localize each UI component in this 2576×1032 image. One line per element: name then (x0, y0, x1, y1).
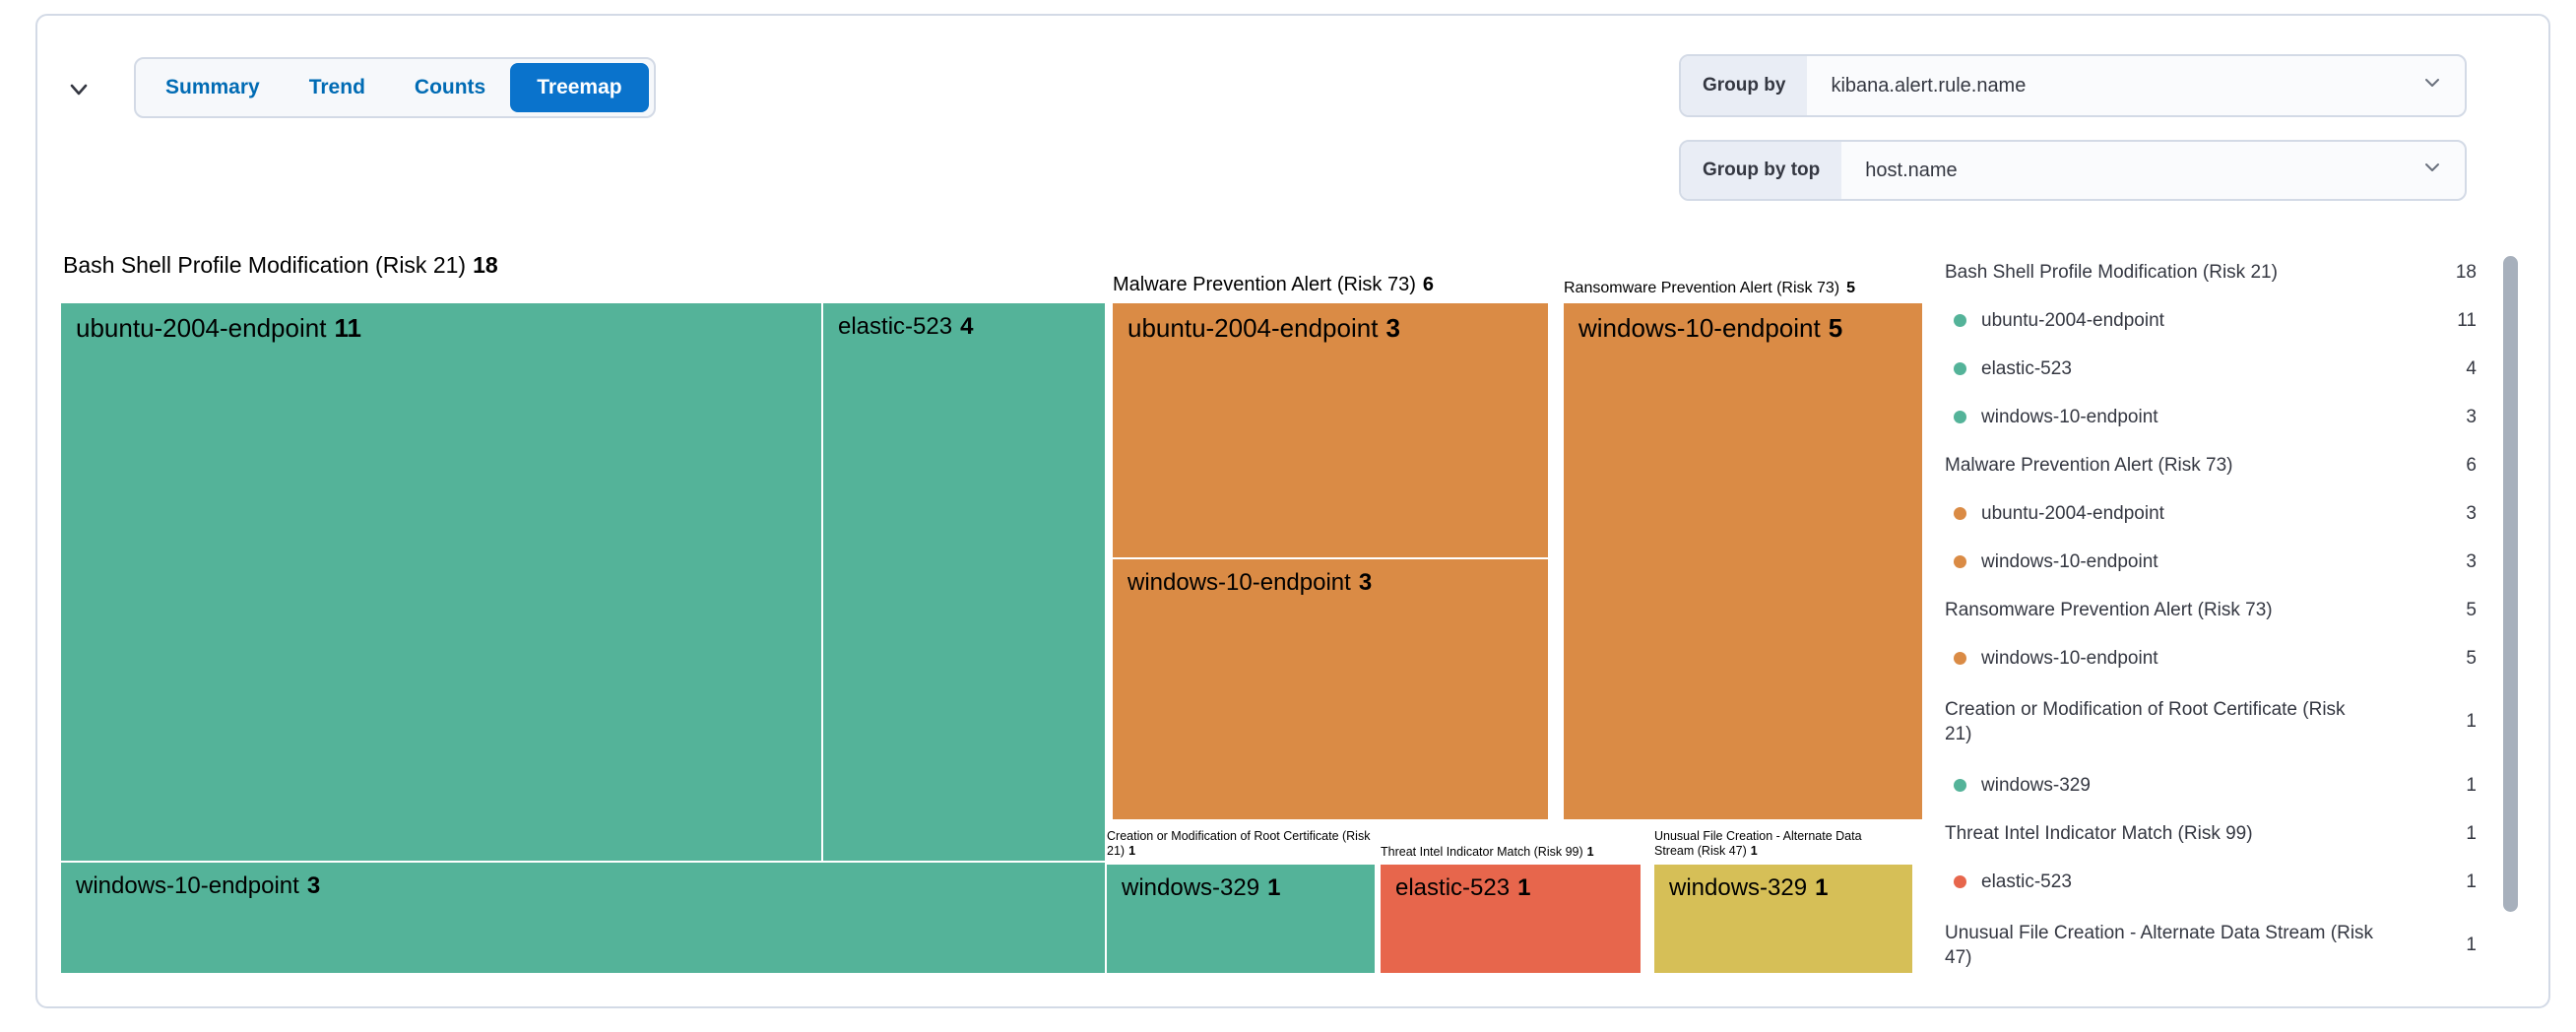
chevron-down-icon (64, 84, 94, 107)
treemap-cell[interactable]: elastic-523 4 (823, 303, 1105, 861)
legend-dot-icon (1954, 652, 1966, 665)
legend-group-row: Bash Shell Profile Modification (Risk 21… (1945, 261, 2477, 284)
treemap-group-header: Unusual File Creation - Alternate Data S… (1654, 829, 1862, 858)
legend-dot-icon (1954, 875, 1966, 888)
legend-item-row: ubuntu-2004-endpoint 11 (1945, 296, 2477, 345)
legend-item-row: elastic-523 4 (1945, 345, 2477, 393)
group-by-select[interactable]: kibana.alert.rule.name (1807, 56, 2465, 115)
legend-group-row: Threat Intel Indicator Match (Risk 99) 1 (1945, 822, 2477, 845)
chevron-down-icon (2421, 157, 2443, 184)
group-by-control: Group by kibana.alert.rule.name (1679, 54, 2467, 117)
legend-item-row: windows-10-endpoint 5 (1945, 634, 2477, 682)
view-mode-button-group: Summary Trend Counts Treemap (134, 57, 656, 118)
legend-group-row: Unusual File Creation - Alternate Data S… (1945, 923, 2477, 968)
group-by-label: Group by (1681, 56, 1808, 115)
treemap-group-header: Creation or Modification of Root Certifi… (1107, 829, 1371, 858)
treemap-cell[interactable]: windows-329 1 (1107, 865, 1375, 973)
legend-item-row: windows-10-endpoint 3 (1945, 393, 2477, 441)
legend-item-row: elastic-523 1 (1945, 858, 2477, 906)
legend-dot-icon (1954, 779, 1966, 792)
legend-group-row: Ransomware Prevention Alert (Risk 73) 5 (1945, 599, 2477, 621)
treemap-cell[interactable]: windows-10-endpoint 3 (61, 863, 1105, 973)
tab-summary[interactable]: Summary (141, 63, 285, 112)
legend-scrollbar[interactable] (2503, 256, 2518, 912)
treemap-group-header: Malware Prevention Alert (Risk 73) 6 (1113, 274, 1435, 295)
legend-item-row: windows-329 1 (1945, 761, 2477, 809)
tab-treemap[interactable]: Treemap (510, 63, 649, 112)
treemap-group-header: Threat Intel Indicator Match (Risk 99) 1 (1381, 845, 1594, 859)
treemap-cell[interactable]: elastic-523 1 (1381, 865, 1641, 973)
collapse-panel-button[interactable] (61, 73, 97, 108)
legend-dot-icon (1954, 411, 1966, 423)
treemap-cell[interactable]: windows-10-endpoint 3 (1113, 559, 1548, 819)
treemap-group-header: Ransomware Prevention Alert (Risk 73) 5 (1564, 280, 1856, 296)
treemap-cell[interactable]: ubuntu-2004-endpoint 11 (61, 303, 821, 861)
treemap-legend: Bash Shell Profile Modification (Risk 21… (1945, 248, 2477, 985)
treemap-cell[interactable]: ubuntu-2004-endpoint 3 (1113, 303, 1548, 557)
legend-item-row: ubuntu-2004-endpoint 3 (1945, 489, 2477, 538)
treemap-cell[interactable]: windows-10-endpoint 5 (1564, 303, 1922, 819)
group-by-top-value: host.name (1865, 159, 1958, 181)
treemap-group-header: Bash Shell Profile Modification (Risk 21… (63, 252, 498, 278)
group-by-top-select[interactable]: host.name (1841, 142, 2465, 199)
legend-group-row: Creation or Modification of Root Certifi… (1945, 699, 2477, 744)
group-by-value: kibana.alert.rule.name (1831, 74, 2027, 97)
chevron-down-icon (2421, 72, 2443, 99)
legend-dot-icon (1954, 314, 1966, 327)
legend-dot-icon (1954, 362, 1966, 375)
legend-group-row: Malware Prevention Alert (Risk 73) 6 (1945, 454, 2477, 477)
legend-dot-icon (1954, 555, 1966, 568)
treemap-cell[interactable]: windows-329 1 (1654, 865, 1912, 973)
tab-trend[interactable]: Trend (285, 63, 390, 112)
group-by-top-label: Group by top (1681, 142, 1842, 199)
tab-counts[interactable]: Counts (390, 63, 510, 112)
group-by-top-control: Group by top host.name (1679, 140, 2467, 201)
legend-item-row: windows-10-endpoint 3 (1945, 538, 2477, 586)
legend-dot-icon (1954, 507, 1966, 520)
alerts-treemap-panel: Summary Trend Counts Treemap Group by ki… (35, 14, 2550, 1008)
